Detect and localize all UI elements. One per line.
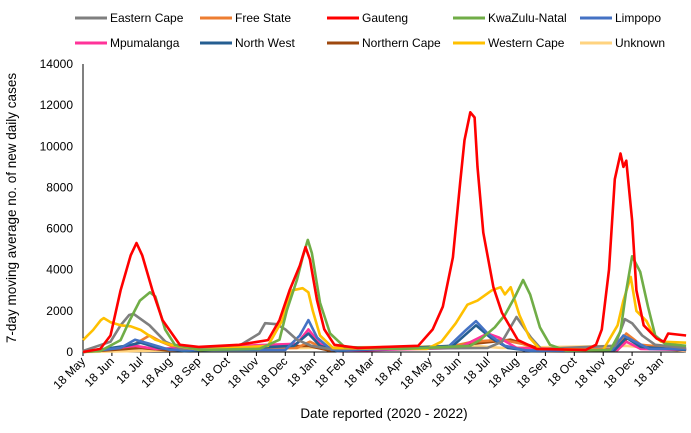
legend-item-limpopo: Limpopo [580, 11, 661, 25]
y-axis: 0 2000 4000 6000 8000 10000 12000 14000 [40, 57, 84, 359]
y-axis-title: 7-day moving average no. of new daily ca… [4, 73, 19, 343]
y-tick-label: 12000 [40, 98, 74, 112]
x-tick-label: 18 Feb [312, 354, 349, 391]
legend-label: Northern Cape [362, 36, 441, 50]
x-tick-label: 18 May [397, 354, 435, 392]
legend-label: Unknown [615, 36, 665, 50]
y-tick-label: 8000 [46, 180, 73, 194]
x-tick-label: 18 Nov [572, 354, 609, 391]
x-tick-label: 18 Aug [138, 354, 174, 390]
legend-item-mpumalanga: Mpumalanga [75, 36, 180, 50]
x-tick-label: 18 Jun [428, 354, 463, 389]
x-tick-label: 18 May [50, 354, 88, 392]
series-lines [82, 111, 687, 354]
legend-item-north-west: North West [200, 36, 295, 50]
y-tick-label: 2000 [46, 304, 73, 318]
legend-item-gauteng: Gauteng [327, 11, 408, 25]
y-tick-label: 0 [66, 345, 73, 359]
legend-label: North West [235, 36, 295, 50]
legend-item-free-state: Free State [200, 11, 291, 25]
x-tick-label: 18 Jan [631, 354, 666, 389]
x-tick-label: 18 Sep [514, 354, 551, 391]
legend-label: Western Cape [488, 36, 565, 50]
x-tick-label: 18 Nov [225, 354, 262, 391]
x-axis-title: Date reported (2020 - 2022) [300, 406, 467, 421]
legend-label: Free State [235, 11, 291, 25]
legend: Eastern Cape Free State Gauteng KwaZulu-Nat… [75, 11, 665, 50]
legend-item-eastern-cape: Eastern Cape [75, 11, 184, 25]
legend-item-northern-cape: Northern Cape [327, 36, 441, 50]
legend-item-kwazulu-natal: KwaZulu-Natal [453, 11, 567, 25]
legend-label: Mpumalanga [110, 36, 180, 50]
y-tick-label: 4000 [46, 263, 73, 277]
x-tick-label: 18 Mar [341, 354, 377, 390]
series-line-western-cape [82, 275, 687, 352]
legend-label: KwaZulu-Natal [488, 11, 567, 25]
x-tick-label: 18 Jun [82, 354, 117, 389]
x-tick-label: 18 Aug [485, 354, 521, 390]
y-tick-label: 6000 [46, 222, 73, 236]
legend-label: Limpopo [615, 11, 661, 25]
legend-label: Gauteng [362, 11, 408, 25]
x-tick-label: 18 Jan [284, 354, 319, 389]
legend-item-western-cape: Western Cape [453, 36, 565, 50]
x-tick-label: 18 Sep [167, 354, 204, 391]
x-tick-label: 18 Dec [254, 354, 291, 391]
y-tick-label: 10000 [40, 139, 74, 153]
legend-item-unknown: Unknown [580, 36, 665, 50]
legend-label: Eastern Cape [110, 11, 184, 25]
series-line-gauteng [82, 111, 687, 354]
x-tick-label: 18 Dec [600, 354, 637, 391]
y-tick-label: 14000 [40, 57, 74, 71]
